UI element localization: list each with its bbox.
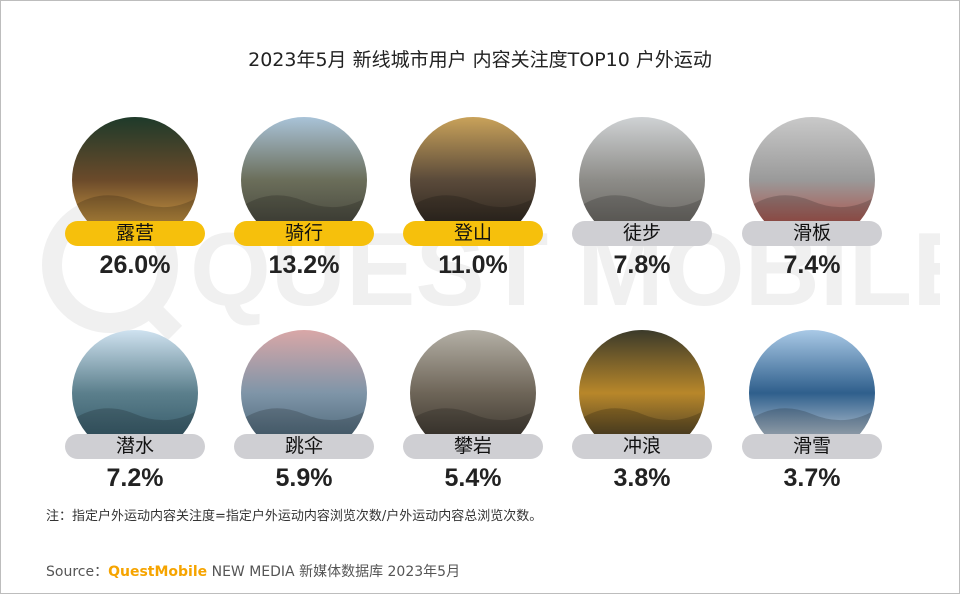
category-label: 冲浪	[572, 434, 712, 459]
category-label: 徒步	[572, 221, 712, 246]
value-label: 11.0%	[438, 251, 508, 279]
category-label: 滑雪	[742, 434, 882, 459]
value-label: 7.4%	[783, 251, 841, 279]
value-label: 7.8%	[613, 251, 671, 279]
category-label: 露营	[65, 221, 205, 246]
value-label: 7.2%	[106, 464, 164, 492]
activity-item: 冲浪 3.8%	[557, 330, 727, 510]
activity-item: 露营 26.0%	[50, 117, 220, 297]
activity-item: 骑行 13.2%	[219, 117, 389, 297]
value-label: 26.0%	[99, 251, 171, 279]
source-rest: NEW MEDIA 新媒体数据库 2023年5月	[207, 564, 461, 580]
activity-item: 登山 11.0%	[388, 117, 558, 297]
activity-item: 滑板 7.4%	[727, 117, 897, 297]
source-line: Source：QuestMobile NEW MEDIA 新媒体数据库 2023…	[46, 561, 460, 581]
source-prefix: Source：	[46, 564, 109, 580]
value-label: 13.2%	[268, 251, 340, 279]
chart-title: 2023年5月 新线城市用户 内容关注度TOP10 户外运动	[248, 49, 712, 71]
value-label: 5.4%	[444, 464, 502, 492]
value-label: 3.8%	[613, 464, 671, 492]
value-label: 3.7%	[783, 464, 841, 492]
source-brand: QuestMobile	[108, 564, 208, 580]
activity-item: 潜水 7.2%	[50, 330, 220, 510]
category-label: 骑行	[234, 221, 374, 246]
category-label: 跳伞	[234, 434, 374, 459]
category-label: 登山	[403, 221, 543, 246]
activity-item: 滑雪 3.7%	[727, 330, 897, 510]
category-label: 潜水	[65, 434, 205, 459]
activity-item: 跳伞 5.9%	[219, 330, 389, 510]
category-label: 滑板	[742, 221, 882, 246]
activity-item: 徒步 7.8%	[557, 117, 727, 297]
value-label: 5.9%	[275, 464, 333, 492]
activity-item: 攀岩 5.4%	[388, 330, 558, 510]
footnote: 注：指定户外运动内容关注度=指定户外运动内容浏览次数/户外运动内容总浏览次数。	[46, 509, 543, 524]
category-label: 攀岩	[403, 434, 543, 459]
